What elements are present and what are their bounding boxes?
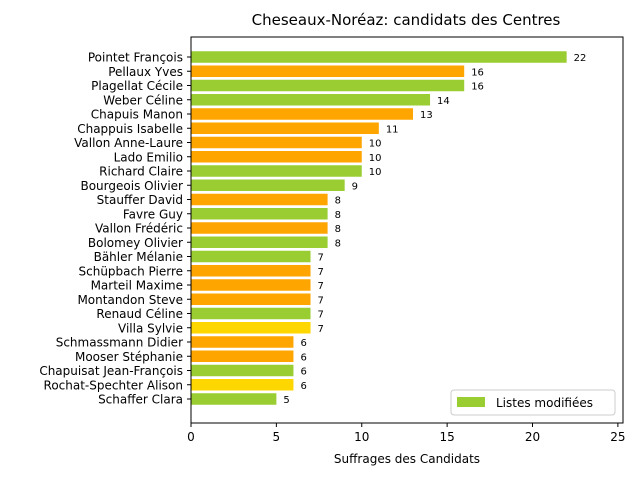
bar (191, 165, 362, 177)
x-tick-label: 15 (439, 430, 454, 444)
value-label: 22 (574, 53, 587, 64)
bar (191, 236, 328, 248)
bar (191, 250, 311, 263)
bar (191, 265, 311, 277)
y-tick-label: Stauffer David (97, 193, 183, 207)
bars-layer (191, 51, 567, 405)
y-tick-label: Renaud Céline (96, 307, 183, 321)
bar (191, 108, 413, 120)
value-label: 8 (335, 238, 341, 249)
y-tick-label: Villa Sylvie (118, 321, 183, 335)
x-tick-label: 5 (273, 430, 281, 444)
value-label: 7 (318, 281, 324, 292)
bar (191, 79, 465, 92)
x-tick-label: 25 (610, 430, 625, 444)
value-label: 13 (420, 110, 433, 121)
y-tick-label: Vallon Anne-Laure (74, 136, 183, 150)
value-label: 16 (471, 82, 484, 93)
y-tick-label: Bourgeois Olivier (80, 179, 183, 193)
legend-swatch (457, 397, 485, 407)
value-label: 11 (386, 124, 399, 135)
value-label: 7 (318, 295, 324, 306)
y-tick-label: Mooser Stéphanie (75, 350, 183, 364)
bar (191, 94, 431, 106)
y-tick-label: Vallon Frédéric (95, 222, 183, 236)
bar (191, 393, 277, 405)
y-tick-label: Schmassmann Didier (56, 336, 183, 350)
bar (191, 51, 567, 63)
legend-label: Listes modifiées (496, 396, 593, 410)
y-tick-label: Rochat-Spechter Alison (44, 378, 183, 392)
value-label: 8 (335, 196, 341, 207)
y-tick-label: Montandon Steve (77, 293, 183, 307)
y-tick-label: Weber Céline (103, 93, 183, 107)
value-label: 8 (335, 210, 341, 221)
bar (191, 279, 311, 291)
y-tick-label: Chapuisat Jean-François (39, 364, 183, 378)
value-label: 6 (300, 352, 306, 363)
value-label: 10 (369, 139, 382, 150)
bar (191, 65, 465, 77)
x-axis-label: Suffrages des Candidats (334, 452, 480, 466)
plot-frame (190, 36, 624, 424)
bar (191, 307, 311, 320)
x-axis-ticks: 0 5 10 15 20 25 (187, 423, 626, 444)
x-tick-label: 0 (187, 430, 195, 444)
x-tick-label: 10 (354, 430, 369, 444)
bar (191, 222, 328, 234)
bar (191, 193, 328, 206)
y-tick-label: Bolomey Olivier (88, 236, 183, 250)
y-tick-label: Schüpbach Pierre (79, 264, 184, 278)
value-label: 7 (318, 253, 324, 264)
y-tick-label: Pellaux Yves (108, 65, 183, 79)
bar (191, 136, 362, 149)
bar (191, 293, 311, 305)
value-label: 7 (318, 310, 324, 321)
y-tick-label: Chappuis Isabelle (77, 122, 183, 136)
value-label: 14 (437, 96, 450, 107)
bar (191, 179, 345, 191)
bar (191, 336, 294, 348)
value-label: 5 (283, 395, 289, 406)
value-label: 6 (300, 367, 306, 378)
bar (191, 350, 294, 362)
y-tick-label: Marteil Maxime (91, 279, 183, 293)
value-label: 6 (300, 338, 306, 349)
chart-title: Cheseaux-Noréaz: candidats des Centres (252, 11, 561, 29)
bar (191, 122, 379, 134)
y-tick-label: Schaffer Clara (98, 393, 183, 407)
value-label: 10 (369, 167, 382, 178)
bar (191, 379, 294, 391)
y-tick-label: Lado Emilio (114, 150, 183, 164)
bar (191, 364, 294, 377)
y-tick-label: Pointet François (88, 51, 183, 65)
value-label: 6 (300, 381, 306, 392)
value-label: 7 (318, 267, 324, 278)
y-tick-label: Chapuis Manon (91, 108, 183, 122)
y-tick-label: Plagellat Cécile (91, 79, 183, 93)
bar (191, 151, 362, 163)
y-tick-label: Favre Guy (123, 207, 183, 221)
bar (191, 208, 328, 220)
y-tick-label: Bähler Mélanie (94, 250, 183, 264)
value-label: 7 (318, 324, 324, 335)
legend: Listes modifiées (450, 389, 616, 416)
value-label: 16 (471, 67, 484, 78)
value-label: 8 (335, 224, 341, 235)
bar (191, 322, 311, 334)
value-label: 9 (352, 181, 358, 192)
value-label: 10 (369, 153, 382, 164)
y-tick-label: Richard Claire (99, 165, 183, 179)
x-tick-label: 20 (525, 430, 540, 444)
legend-box (450, 389, 616, 416)
